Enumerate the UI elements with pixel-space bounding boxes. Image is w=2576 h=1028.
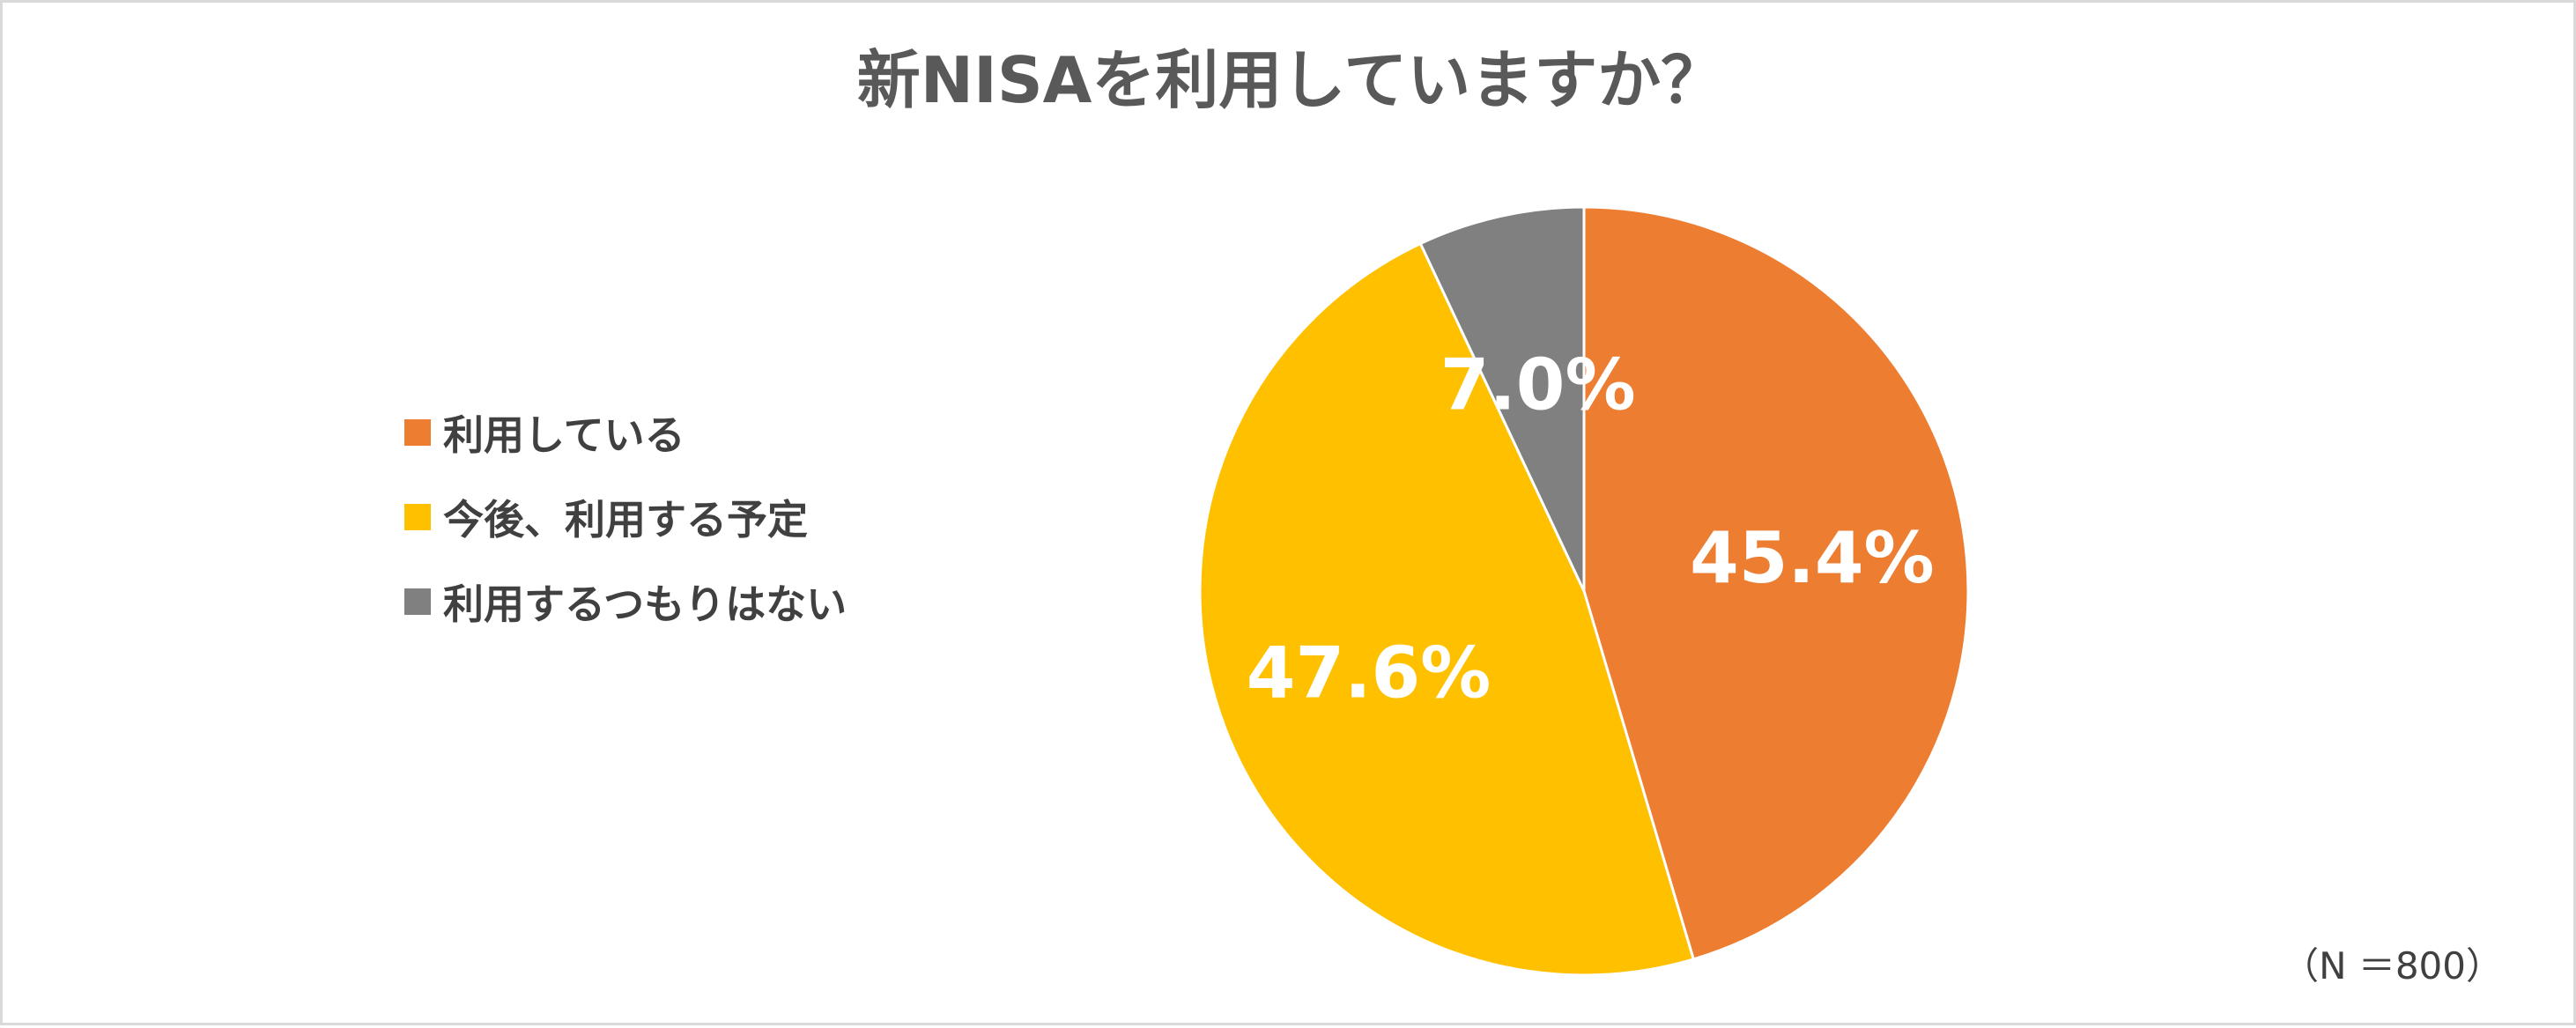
legend: 利用している 今後、利用する予定 利用するつもりはない [404,390,847,644]
legend-label: 利用するつもりはない [443,581,848,628]
chart-title: 新NISAを利用していますか？ [856,43,1725,117]
data-label: 47.6% [1247,632,1492,714]
legend-item: 今後、利用する予定 [404,475,847,559]
legend-label: 今後、利用する予定 [443,496,808,544]
data-label: 7.0% [1440,344,1636,425]
pie-slice [1418,205,1586,592]
legend-item: 利用している [404,390,847,475]
legend-swatch [404,504,431,530]
sample-size-note: （N ＝800） [2282,944,2503,987]
data-label: 45.4% [1690,517,1935,599]
legend-swatch [404,419,431,446]
legend-label: 利用している [443,411,685,459]
legend-swatch [404,588,431,615]
pie-slice [1582,205,1970,961]
pie-chart: 45.4% 47.6% 7.0% [1198,205,1970,977]
pie-slice [1198,241,1696,977]
legend-item: 利用するつもりはない [404,559,847,644]
